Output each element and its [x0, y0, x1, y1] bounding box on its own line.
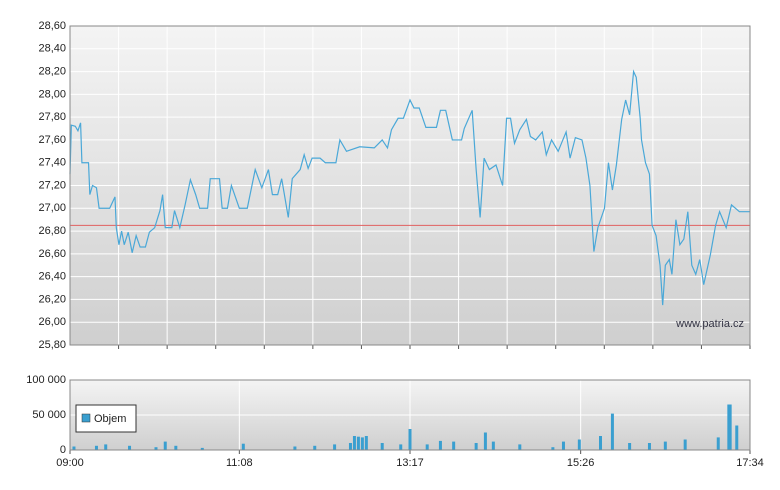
y-tick-label: 27,80 — [38, 111, 66, 123]
volume-bar — [483, 432, 487, 450]
volume-bar — [399, 444, 403, 450]
y-tick-label: 100 000 — [26, 374, 66, 386]
volume-bar — [425, 444, 429, 450]
volume-bar — [174, 445, 178, 450]
volume-bar — [518, 444, 522, 450]
volume-bar — [352, 436, 356, 450]
volume-bar — [491, 441, 495, 450]
volume-bar — [551, 447, 555, 450]
legend-label: Objem — [94, 413, 126, 425]
volume-bar — [474, 443, 478, 450]
volume-bar — [735, 425, 739, 450]
volume-bar — [241, 443, 245, 450]
volume-bar — [104, 444, 108, 450]
volume-bar — [333, 444, 337, 450]
volume-bar — [154, 447, 158, 450]
volume-bar — [577, 439, 581, 450]
price-line — [69, 69, 750, 306]
volume-bar — [438, 440, 442, 450]
y-tick-label: 28,60 — [38, 20, 66, 32]
x-tick-label: 11:08 — [226, 457, 253, 469]
x-tick-label: 15:26 — [567, 457, 595, 469]
volume-bar — [599, 436, 603, 450]
y-tick-label: 26,00 — [38, 316, 66, 328]
y-tick-label: 28,00 — [38, 88, 66, 100]
volume-bar — [663, 441, 667, 450]
volume-bar — [716, 437, 720, 450]
volume-bar — [200, 447, 204, 450]
volume-bar — [364, 436, 368, 450]
volume-bar — [628, 443, 632, 450]
volume-bar — [128, 445, 132, 450]
volume-bar — [94, 445, 98, 450]
y-tick-label: 26,80 — [38, 225, 66, 237]
plot-border — [69, 25, 751, 346]
legend-swatch — [81, 413, 91, 423]
volume-bar — [293, 446, 297, 450]
plot-border — [69, 379, 751, 451]
y-tick-label: 27,00 — [38, 202, 66, 214]
y-tick-label: 26,40 — [38, 271, 66, 283]
volume-bar — [348, 443, 352, 450]
watermark: www.patria.cz — [675, 318, 744, 330]
x-tick-label: 17:34 — [736, 457, 764, 469]
y-tick-label: 27,40 — [38, 157, 66, 169]
volume-bar — [356, 436, 360, 450]
volume-bar — [610, 413, 614, 450]
volume-bar — [408, 429, 412, 450]
y-tick-label: 26,60 — [38, 248, 66, 260]
x-tick-label: 13:17 — [396, 457, 424, 469]
y-tick-label: 0 — [60, 444, 66, 456]
y-tick-label: 50 000 — [32, 409, 66, 421]
y-tick-label: 27,20 — [38, 179, 66, 191]
volume-bar — [452, 441, 456, 450]
y-tick-label: 26,20 — [38, 293, 66, 305]
volume-bar — [647, 443, 651, 450]
y-tick-label: 27,60 — [38, 134, 66, 146]
y-tick-label: 25,80 — [38, 339, 66, 351]
volume-bar — [360, 437, 364, 450]
volume-bar — [683, 439, 687, 450]
y-tick-label: 28,40 — [38, 43, 66, 55]
volume-bar — [313, 445, 317, 450]
volume-bar — [728, 404, 732, 450]
volume-bar — [163, 441, 167, 450]
volume-bar — [561, 441, 565, 450]
x-tick-label: 09:00 — [56, 457, 84, 469]
y-tick-label: 28,20 — [38, 65, 66, 77]
volume-bar — [72, 446, 76, 450]
volume-bar — [380, 443, 384, 450]
